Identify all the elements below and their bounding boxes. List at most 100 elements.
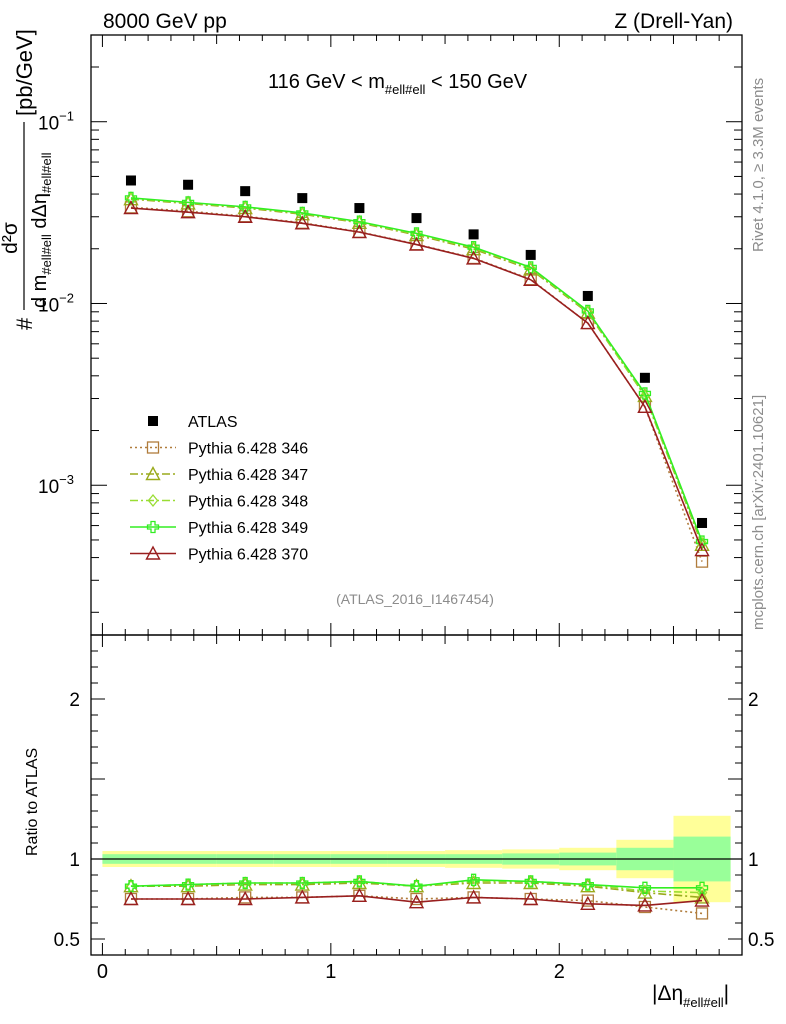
series-line [130,197,703,542]
ratio-series-point [695,881,709,894]
ratio-series-point [467,873,480,886]
y-axis-title-deta: dΔη [29,193,51,234]
legend: ATLAS Pythia 6.428 346 Pythia 6.428 347 Pyt… [130,414,308,564]
x-tick-label: 1 [325,961,336,983]
y-tick-label: 10−2 [38,290,74,316]
series-point [180,204,196,219]
main-panel-frame [90,34,743,636]
data-point [468,229,479,240]
data-point [297,193,308,204]
y-tick-label-base: 10 [38,114,59,135]
series-point [467,241,480,254]
series-point [694,542,710,557]
series-point [637,398,653,414]
legend-marker [147,493,159,508]
ratio-series-group [123,873,710,920]
legend-label: Pythia 6.428 370 [188,547,308,564]
ratio-tick-label-right: 2 [748,690,759,711]
legend-label: Pythia 6.428 347 [188,467,308,484]
series-point [523,271,539,286]
chart-title-post: < 150 GeV [425,71,527,93]
data-point [240,186,251,197]
series-point [638,387,652,400]
chart-title-pre: 116 GeV < m [268,71,385,93]
y-axis-title-d: d m [29,275,51,308]
series-point [351,224,368,239]
series-point [124,191,138,205]
ratio-series-point [638,900,652,914]
data-point [697,517,708,528]
analysis-id-label: (ATLAS_2016_I1467454) [336,591,494,607]
ratio-series-point [408,894,425,909]
x-axis-title-sub: #ell#ell [683,995,724,1010]
main-axis-ticks: 10−1 10−2 10 −3 [38,35,742,635]
series-point [408,236,425,251]
legend-marker [146,520,160,534]
data-point [183,179,194,190]
ratio-series-line [130,894,703,915]
series-point [410,227,423,240]
legend-marker [145,466,161,481]
series-line [130,207,703,551]
legend-marker [145,545,161,560]
y-tick-label-exponent: −1 [59,109,74,124]
y-axis-title: # d²σ d m#ell#ell dΔη#ell#ell [pb/GeV] [0,29,54,330]
x-tick-label: 0 [97,961,108,983]
y-axis-title-hash: # [12,317,37,330]
chart-title: 116 GeV < m#ell#ell < 150 GeV [268,71,528,97]
legend-label-data: ATLAS [188,414,238,431]
y-tick-label-exponent: −3 [59,472,74,487]
ratio-series-point [580,895,596,910]
data-point [411,213,422,224]
ratio-series-point [637,897,653,912]
data-point [125,175,136,186]
y-axis-title-sub1: #ell#ell [39,234,54,275]
ratio-tick-label-left: 1 [69,850,80,871]
legend-marker-data [148,416,158,426]
y-tick-label-exponent: −2 [59,290,74,305]
ratio-tick-label-right: 1 [748,850,759,871]
y-axis-title-numerator: d²σ [0,222,22,254]
data-point [582,290,593,301]
ratio-series-point [353,875,366,888]
ratio-series-line [130,882,703,899]
series-point [524,261,537,274]
data-point [525,249,536,260]
series-point [237,208,253,223]
ratio-series-line [130,880,703,894]
ratio-series-point [581,894,594,907]
ratio-axis-ticks: 0.5 0.5 1 1 2 2 [54,635,774,955]
ratio-series-point [180,891,196,906]
main-series-group [123,175,710,568]
ratio-series-point [695,907,709,920]
ratio-series-line [130,894,703,907]
ratio-series-point [124,880,138,893]
y-tick-label: 10−1 [38,109,74,135]
ratio-series-point [296,876,309,890]
x-axis-title: |Δη#ell#ell| [652,982,729,1010]
series-point [353,215,366,228]
chart-title-sub: #ell#ell [385,82,426,97]
y-axis-title-denominator: d m#ell#ell dΔη#ell#ell [29,152,54,308]
data-point [639,372,650,383]
y-axis-title-unit: [pb/GeV] [12,29,37,116]
series-point [123,200,139,215]
series-point [239,200,252,214]
series-point [581,304,594,318]
ratio-series-point [465,889,482,904]
legend-label: Pythia 6.428 346 [188,441,308,458]
process-label: Z (Drell-Yan) [614,10,733,33]
x-axis-title-main: |Δη [652,982,683,1005]
legend-label: Pythia 6.428 349 [188,520,308,537]
ratio-series-point [123,891,139,906]
ratio-series-point [239,876,252,890]
mcplots-label: mcplots.cern.ch [arXiv:2401.10621] [750,395,767,630]
ratio-series-point [581,878,594,891]
x-axis-title-close: | [724,982,729,1005]
ratio-panel: 0.5 0.5 1 1 2 2 Ratio to ATLAS 0 1 2 |Δη#ell#el… [24,634,774,1010]
series-point [294,215,310,230]
x-tick-label: 2 [554,961,565,983]
x-axis-ticks: 0 1 2 [97,961,565,983]
series-point [296,206,309,220]
